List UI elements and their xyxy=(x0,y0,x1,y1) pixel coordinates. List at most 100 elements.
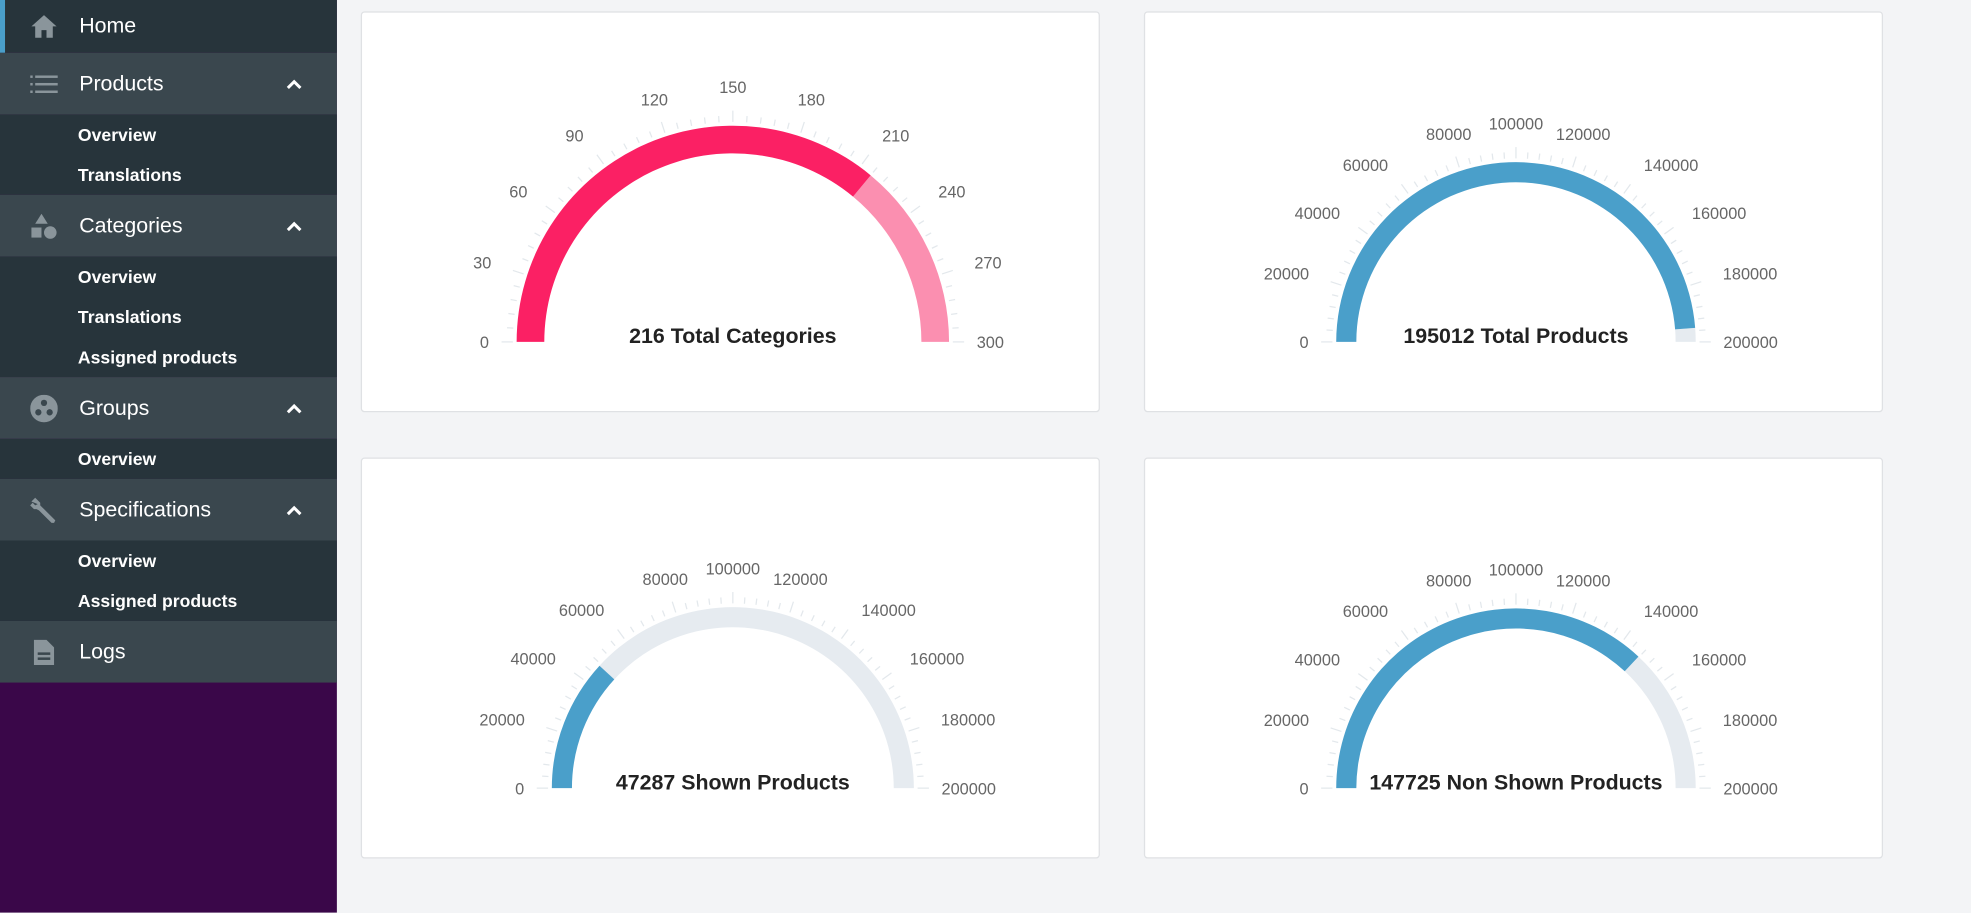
sidebar-item-categories[interactable]: Categories xyxy=(0,194,337,257)
gauge-tick xyxy=(611,150,616,157)
gauge-tick-label: 100000 xyxy=(1489,115,1543,133)
sidebar-item-logs[interactable]: Logs xyxy=(0,620,337,683)
sidebar-subitem-specifications-assigned-products[interactable]: Assigned products xyxy=(77,590,238,611)
sidebar-item-label: Specifications xyxy=(79,497,212,522)
gauge-tick xyxy=(547,740,555,743)
gauge-tick xyxy=(1455,602,1460,614)
gauge-tick xyxy=(554,717,562,721)
gauge-tick-label: 300 xyxy=(977,334,1004,352)
gauge-tick xyxy=(1686,717,1693,722)
gauge-tick xyxy=(635,136,640,144)
gauge-tick xyxy=(527,245,535,249)
gauge-tick xyxy=(800,121,805,133)
chevron-up-icon[interactable] xyxy=(284,398,304,418)
gauge-tick-label: 80000 xyxy=(643,571,688,589)
gauge-label: 47287 Shown Products xyxy=(616,770,850,794)
total-categories-card: 0 30 60 90 120 150 180 210 240 270 300 216 Total Ca… xyxy=(360,11,1100,413)
gauge-tick xyxy=(1423,621,1429,628)
gauge-tick xyxy=(911,740,919,743)
gauge-tick xyxy=(1641,649,1647,655)
sidebar-subitem-products-overview[interactable]: Overview xyxy=(77,124,157,145)
sidebar-item-specifications[interactable]: Specifications xyxy=(0,478,337,541)
gauge-tick xyxy=(1413,627,1419,634)
sidebar-subitem-categories-overview[interactable]: Overview xyxy=(77,266,157,287)
gauge-tick xyxy=(1623,183,1631,194)
list-icon xyxy=(29,69,59,99)
sidebar-subitem-specifications-overview[interactable]: Overview xyxy=(77,550,157,571)
gauge-tick xyxy=(617,629,625,640)
gauge-tick xyxy=(1369,220,1375,226)
gauge-tick xyxy=(1329,751,1336,755)
gauge-tick xyxy=(629,626,635,633)
gauge-tick-label: 100000 xyxy=(706,560,760,578)
gauge-tick-label: 120000 xyxy=(1556,572,1610,590)
gauge-tick-label: 20000 xyxy=(1264,266,1309,284)
gauge-tick xyxy=(1656,220,1663,226)
gauge-tick xyxy=(1681,706,1688,711)
gauge-tick xyxy=(951,312,958,315)
gauge-track xyxy=(1624,656,1696,789)
gauge-tick xyxy=(1656,666,1663,672)
gauge-tick xyxy=(773,119,776,126)
gauge-tick-label: 40000 xyxy=(1295,651,1340,669)
gauge-tick xyxy=(838,143,843,150)
gauge-tick-label: 80000 xyxy=(1426,126,1471,144)
gauge-tick xyxy=(1693,740,1700,744)
gauge-tick xyxy=(510,298,517,302)
gauge-tick xyxy=(1434,616,1439,623)
sidebar-item-products[interactable]: Products xyxy=(0,52,337,115)
gauge-tick xyxy=(850,640,856,647)
gauge-tick-label: 120 xyxy=(641,91,668,109)
gauge-tick xyxy=(1670,239,1677,245)
gauge-tick-label: 90 xyxy=(565,128,583,146)
sidebar-subitem-groups-overview[interactable]: Overview xyxy=(77,448,157,469)
gauge-tick xyxy=(1400,183,1409,194)
gauge-value-arc xyxy=(551,665,615,789)
gauge-tick xyxy=(571,685,578,690)
gauge-tick xyxy=(825,136,830,144)
gauge-tick xyxy=(892,186,899,192)
gauge-tick xyxy=(1623,630,1631,641)
gauge-tick xyxy=(931,245,938,249)
gauge-tick xyxy=(1613,181,1619,188)
gauge-tick xyxy=(512,269,524,275)
gauge-tick xyxy=(881,672,892,681)
gauge-tick xyxy=(813,131,817,138)
dashboard: 0 30 60 90 120 150 180 210 240 270 300 216 Total Ca… xyxy=(337,0,1971,913)
sidebar-subitem-products-translations[interactable]: Translations xyxy=(77,164,182,185)
gauge-tick xyxy=(1423,175,1429,182)
shown-products-card: 0 20000 40000 60000 80000 100000 120000 140000 1… xyxy=(360,457,1100,859)
chevron-up-icon[interactable] xyxy=(284,500,304,520)
gauge-tick-label: 0 xyxy=(1299,780,1308,798)
sidebar-item-groups[interactable]: Groups xyxy=(0,377,337,439)
gauge-tick xyxy=(759,117,762,124)
gauge-tick xyxy=(558,197,564,203)
gauge-tick xyxy=(874,665,881,671)
gauge-tick xyxy=(703,117,706,124)
gauge-tick xyxy=(1349,249,1356,255)
gauge-tick xyxy=(1549,155,1553,162)
sidebar-subitem-categories-assigned-products[interactable]: Assigned products xyxy=(77,346,238,368)
gauge-tick xyxy=(786,122,790,129)
gauge-tick-label: 60000 xyxy=(559,602,604,620)
gauge-tick xyxy=(1377,211,1383,217)
sidebar-subitem-categories-translations[interactable]: Translations xyxy=(77,306,182,327)
gauge-tick xyxy=(1690,727,1702,733)
gauge-tick xyxy=(1681,260,1688,265)
gauge-tick-label: 240 xyxy=(938,184,965,202)
gauge-tick xyxy=(1355,239,1362,245)
gauge-tick-label: 180 xyxy=(798,91,825,109)
gauge-tick-label: 80000 xyxy=(1426,572,1471,590)
gauge-tick-label: 40000 xyxy=(1295,205,1340,223)
gauge-tick xyxy=(1330,281,1342,286)
gauge-tick-label: 210 xyxy=(882,128,909,146)
gauge-track xyxy=(853,175,950,342)
gauge-tick xyxy=(1491,599,1494,607)
gauge-tick-label: 60000 xyxy=(1343,157,1388,175)
gauge-tick xyxy=(1385,203,1391,209)
sidebar-item-home[interactable]: Home xyxy=(0,0,337,53)
chevron-up-icon[interactable] xyxy=(284,216,304,236)
gauge-tick xyxy=(901,197,908,203)
gauge-tick xyxy=(861,154,870,165)
chevron-up-icon[interactable] xyxy=(284,74,304,94)
